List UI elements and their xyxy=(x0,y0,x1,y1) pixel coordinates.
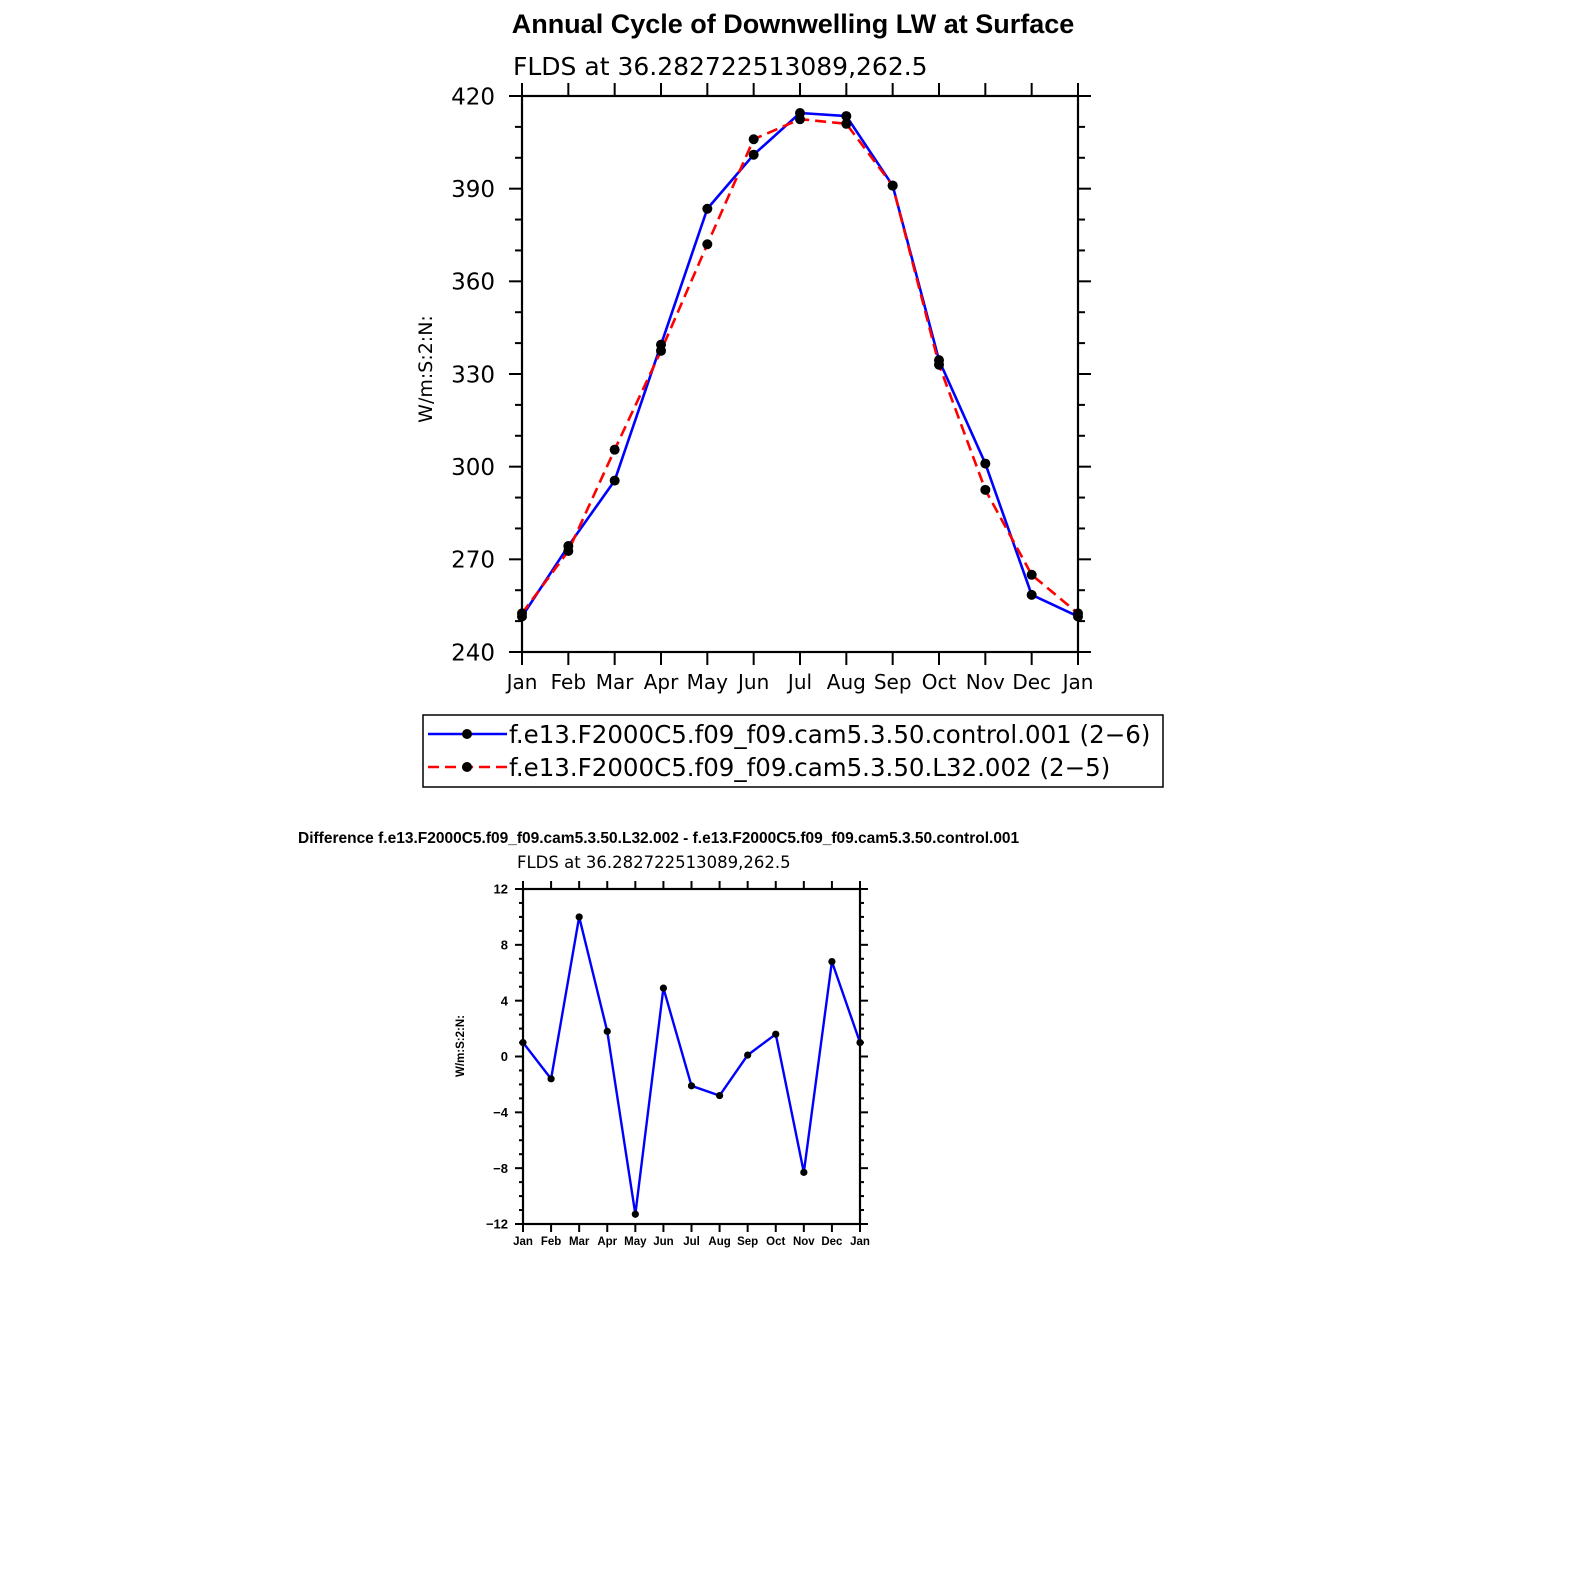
data-point-s1 xyxy=(934,359,944,370)
data-point-s0 xyxy=(772,1030,780,1038)
y-tick-label: 12 xyxy=(494,882,508,897)
chart2-plot: Jan Feb Mar Apr May Jun Jul Aug Sep Oct Nov Dec Jan−… xyxy=(486,881,870,1248)
y-tick-label: 330 xyxy=(451,362,495,388)
x-tick-label: Dec xyxy=(821,1236,843,1248)
data-point-s0 xyxy=(856,1038,864,1047)
data-point-s0 xyxy=(980,458,991,469)
y-tick-label: −4 xyxy=(493,1105,509,1120)
y-tick-label: 390 xyxy=(451,177,495,203)
y-tick-label: −8 xyxy=(493,1161,508,1176)
data-point-s1 xyxy=(748,134,759,145)
x-tick-label: Jan xyxy=(505,670,538,694)
chart2-ylabel: W/m:S:2:N: xyxy=(455,1015,467,1077)
legend-label-1: f.e13.F2000C5.f09_f09.cam5.3.50.L32.002 … xyxy=(509,753,1110,782)
data-point-s0 xyxy=(603,1027,611,1035)
legend-marker-1 xyxy=(462,762,472,772)
data-point-s0 xyxy=(575,913,583,921)
data-point-s1 xyxy=(656,345,666,356)
data-point-s1 xyxy=(980,484,991,495)
data-point-s0 xyxy=(519,1038,527,1047)
x-tick-label: Aug xyxy=(708,1236,730,1248)
x-tick-label: May xyxy=(687,670,729,694)
data-point-s1 xyxy=(795,114,805,125)
legend-frame xyxy=(422,714,1164,788)
series-line-1 xyxy=(520,117,1079,615)
plot-frame xyxy=(520,94,1080,654)
y-tick-label: 300 xyxy=(451,455,495,481)
x-tick-label: Feb xyxy=(541,1236,561,1248)
y-tick-label: 240 xyxy=(451,640,495,666)
chart1-ylabel: W/m:S:2:N: xyxy=(415,315,437,423)
data-point-s0 xyxy=(800,1168,808,1176)
data-point-s0 xyxy=(659,984,668,992)
x-tick-label: Apr xyxy=(597,1236,617,1248)
x-tick-label: Mar xyxy=(569,1236,590,1248)
data-point-s1 xyxy=(609,444,620,455)
plot-frame xyxy=(521,887,862,1226)
x-tick-label: May xyxy=(624,1236,647,1248)
y-tick-label: 270 xyxy=(451,548,495,574)
data-point-s1 xyxy=(887,180,898,191)
data-point-s0 xyxy=(744,1051,752,1059)
y-tick-label: −12 xyxy=(486,1217,508,1232)
y-tick-label: 420 xyxy=(451,84,495,110)
data-point-s0 xyxy=(748,149,759,160)
x-tick-label: Jul xyxy=(683,1236,700,1248)
data-point-s0 xyxy=(1026,589,1037,600)
series-line-0 xyxy=(520,111,1079,618)
data-point-s1 xyxy=(517,608,527,619)
chart1-subtitle: FLDS at 36.282722513089,262.5 xyxy=(513,52,928,81)
x-tick-label: Jan xyxy=(1061,670,1094,694)
data-point-s0 xyxy=(609,475,620,486)
data-point-s0 xyxy=(631,1210,639,1218)
legend-label-0: f.e13.F2000C5.f09_f09.cam5.3.50.control.… xyxy=(509,720,1150,749)
data-point-s0 xyxy=(828,957,836,966)
data-point-s1 xyxy=(563,545,574,556)
x-tick-label: Nov xyxy=(966,670,1005,694)
x-tick-label: Mar xyxy=(596,670,635,694)
chart1-plot: Jan Feb Mar Apr May Jun Jul Aug Sep Oct Nov Dec Jan 2… xyxy=(451,83,1093,694)
y-tick-label: 4 xyxy=(501,993,509,1008)
data-point-s0 xyxy=(702,203,713,214)
x-tick-label: Jan xyxy=(513,1236,533,1248)
x-tick-label: Nov xyxy=(793,1236,815,1248)
x-tick-label: Sep xyxy=(874,670,912,694)
data-point-s1 xyxy=(841,118,852,129)
y-tick-label: 8 xyxy=(501,938,508,953)
chart1-legend: f.e13.F2000C5.f09_f09.cam5.3.50.control.… xyxy=(422,714,1164,788)
data-point-s1 xyxy=(1073,608,1083,619)
x-tick-label: Jan xyxy=(850,1236,870,1248)
data-point-s0 xyxy=(715,1091,724,1100)
y-tick-label: 360 xyxy=(451,270,495,296)
data-point-s0 xyxy=(687,1082,696,1090)
data-point-s1 xyxy=(702,239,713,250)
x-tick-label: Oct xyxy=(766,1236,785,1248)
data-point-s1 xyxy=(1026,569,1037,580)
legend-marker-0 xyxy=(462,729,472,739)
chart2-subtitle: FLDS at 36.282722513089,262.5 xyxy=(517,853,791,872)
x-tick-label: Sep xyxy=(737,1236,758,1248)
chart2-title: Difference f.e13.F2000C5.f09_f09.cam5.3.… xyxy=(298,830,1020,847)
series-line-0 xyxy=(522,915,862,1216)
data-point-s0 xyxy=(841,111,852,122)
x-tick-label: Dec xyxy=(1012,670,1051,694)
chart1-title: Annual Cycle of Downwelling LW at Surfac… xyxy=(512,9,1075,39)
x-tick-label: Jun xyxy=(653,1236,673,1248)
x-tick-label: Feb xyxy=(551,670,586,694)
x-tick-label: Oct xyxy=(922,670,957,694)
x-tick-label: Jul xyxy=(786,670,812,694)
y-tick-label: 0 xyxy=(501,1049,508,1064)
x-tick-label: Jun xyxy=(736,670,769,694)
x-tick-label: Aug xyxy=(827,670,866,694)
x-tick-label: Apr xyxy=(644,670,679,694)
data-point-s0 xyxy=(547,1075,555,1083)
